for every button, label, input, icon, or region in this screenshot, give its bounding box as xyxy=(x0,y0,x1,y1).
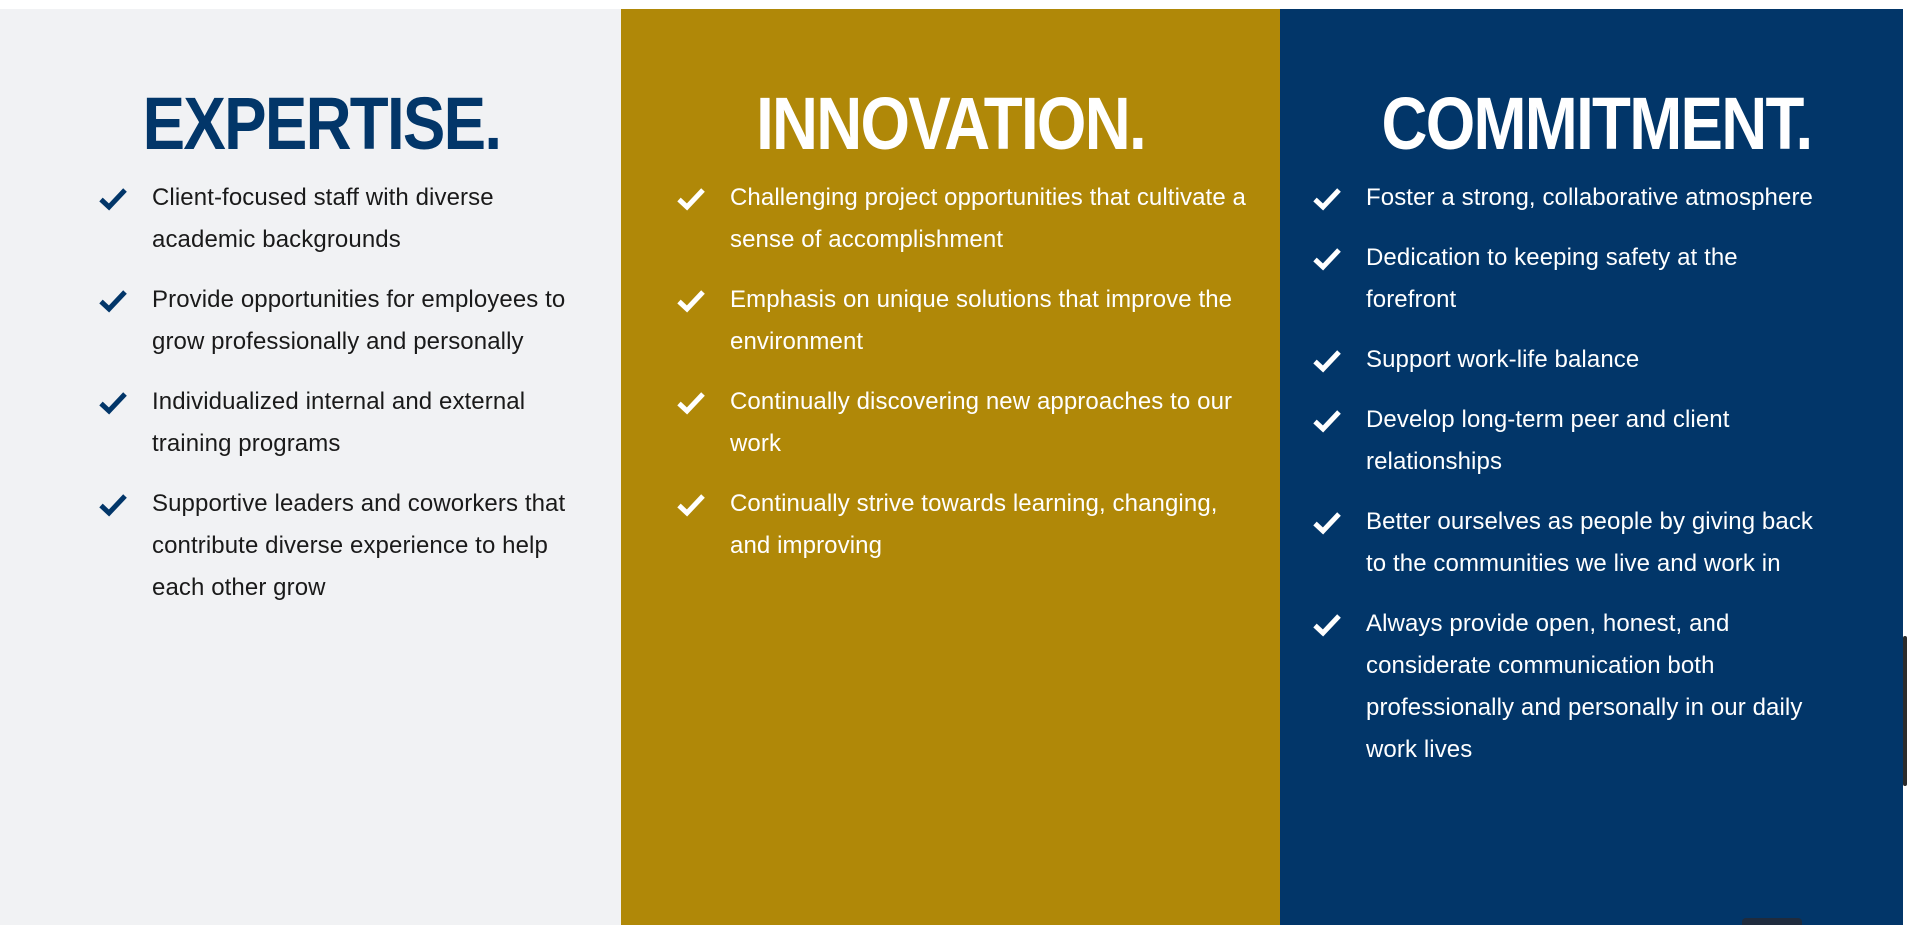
list-item-text: Supportive leaders and coworkers that co… xyxy=(152,490,566,601)
innovation-column: INNOVATION. Challenging project opportun… xyxy=(621,9,1280,925)
check-icon xyxy=(677,289,705,313)
list-item-text: Better ourselves as people by giving bac… xyxy=(1366,508,1814,577)
check-icon xyxy=(99,289,127,313)
list-item: Always provide open, honest, and conside… xyxy=(1313,603,1833,771)
list-item-text: Client-focused staff with diverse academ… xyxy=(152,184,494,253)
check-icon xyxy=(677,391,705,415)
commitment-list: Foster a strong, collaborative atmospher… xyxy=(1313,177,1833,789)
check-icon xyxy=(677,493,705,517)
list-item: Foster a strong, collaborative atmospher… xyxy=(1313,177,1833,219)
check-icon xyxy=(99,187,127,211)
expertise-column: EXPERTISE. Client-focused staff with div… xyxy=(0,9,621,925)
list-item-text: Develop long-term peer and client relati… xyxy=(1366,406,1730,475)
list-item: Support work-life balance xyxy=(1313,339,1833,381)
list-item: Individualized internal and external tra… xyxy=(99,381,599,465)
list-item: Challenging project opportunities that c… xyxy=(677,177,1247,261)
list-item: Continually discovering new approaches t… xyxy=(677,381,1247,465)
list-item-text: Continually discovering new approaches t… xyxy=(730,388,1233,457)
list-item: Develop long-term peer and client relati… xyxy=(1313,399,1833,483)
list-item: Dedication to keeping safety at the fore… xyxy=(1313,237,1833,321)
commitment-column: COMMITMENT. Foster a strong, collaborati… xyxy=(1280,9,1903,925)
check-icon xyxy=(1313,511,1341,535)
floating-tab[interactable] xyxy=(1742,918,1802,925)
scrollbar-thumb[interactable] xyxy=(1903,636,1907,786)
list-item-text: Dedication to keeping safety at the fore… xyxy=(1366,244,1738,313)
list-item: Continually strive towards learning, cha… xyxy=(677,483,1247,567)
list-item-text: Emphasis on unique solutions that improv… xyxy=(730,286,1233,355)
check-icon xyxy=(99,391,127,415)
list-item-text: Foster a strong, collaborative atmospher… xyxy=(1366,184,1813,211)
list-item-text: Always provide open, honest, and conside… xyxy=(1366,610,1803,763)
expertise-list: Client-focused staff with diverse academ… xyxy=(99,177,599,627)
check-icon xyxy=(99,493,127,517)
list-item: Better ourselves as people by giving bac… xyxy=(1313,501,1833,585)
innovation-list: Challenging project opportunities that c… xyxy=(677,177,1247,585)
list-item: Client-focused staff with diverse academ… xyxy=(99,177,599,261)
list-item: Provide opportunities for employees to g… xyxy=(99,279,599,363)
list-item: Supportive leaders and coworkers that co… xyxy=(99,483,599,609)
check-icon xyxy=(1313,187,1341,211)
check-icon xyxy=(1313,409,1341,433)
list-item-text: Challenging project opportunities that c… xyxy=(730,184,1246,253)
check-icon xyxy=(1313,349,1341,373)
check-icon xyxy=(677,187,705,211)
list-item-text: Individualized internal and external tra… xyxy=(152,388,526,457)
list-item-text: Support work-life balance xyxy=(1366,346,1640,373)
list-item-text: Provide opportunities for employees to g… xyxy=(152,286,566,355)
list-item: Emphasis on unique solutions that improv… xyxy=(677,279,1247,363)
expertise-heading: EXPERTISE. xyxy=(142,82,502,165)
check-icon xyxy=(1313,247,1341,271)
values-section: EXPERTISE. Client-focused staff with div… xyxy=(0,9,1903,925)
commitment-heading: COMMITMENT. xyxy=(1381,82,1813,165)
list-item-text: Continually strive towards learning, cha… xyxy=(730,490,1218,559)
innovation-heading: INNOVATION. xyxy=(756,82,1147,165)
check-icon xyxy=(1313,613,1341,637)
